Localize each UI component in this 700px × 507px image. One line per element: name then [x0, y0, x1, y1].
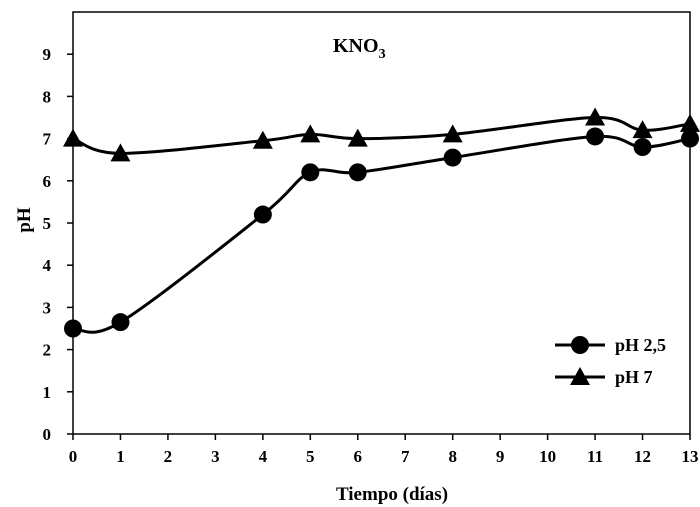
- y-tick-label: 4: [43, 256, 52, 275]
- series-layer: [63, 107, 700, 338]
- y-tick-label: 1: [43, 383, 52, 402]
- data-point-triangle: [347, 128, 368, 147]
- data-point-circle: [633, 138, 652, 157]
- x-tick-label: 3: [211, 447, 220, 466]
- y-tick-label: 3: [43, 298, 52, 317]
- legend-marker: [571, 336, 589, 354]
- data-point-triangle: [680, 113, 700, 132]
- y-tick-label: 8: [43, 87, 52, 106]
- y-axis: 0 1 2 3 4 5 6 7 8 9: [43, 45, 73, 444]
- x-tick-label: 12: [634, 447, 651, 466]
- x-axis-title: Tiempo (días): [336, 484, 448, 505]
- y-tick-label: 5: [43, 214, 52, 233]
- legend: pH 2,5 pH 7: [555, 335, 666, 387]
- data-point-circle: [111, 313, 130, 332]
- x-tick-label: 9: [496, 447, 505, 466]
- data-point-triangle: [252, 130, 273, 149]
- series-line: [72, 134, 691, 334]
- legend-marker: [570, 367, 590, 385]
- data-point-circle: [443, 148, 462, 167]
- x-tick-label: 2: [164, 447, 173, 466]
- data-point-triangle: [442, 124, 463, 143]
- chart-title: KNO3: [333, 35, 386, 62]
- y-axis-title: pH: [14, 207, 35, 233]
- x-tick-label: 6: [354, 447, 363, 466]
- data-point-triangle: [632, 120, 653, 139]
- data-point-circle: [586, 127, 605, 146]
- x-tick-label: 11: [587, 447, 603, 466]
- x-tick-label: 1: [116, 447, 125, 466]
- data-point-circle: [681, 129, 699, 148]
- data-point-circle: [253, 205, 272, 224]
- x-tick-label: 7: [401, 447, 410, 466]
- y-tick-label: 2: [43, 341, 52, 360]
- legend-entry: pH 2,5: [555, 335, 666, 355]
- data-point-circle: [348, 163, 367, 182]
- data-point-circle: [301, 163, 320, 182]
- x-tick-label: 4: [259, 447, 268, 466]
- y-tick-label: 6: [43, 172, 52, 191]
- y-tick-label: 7: [43, 130, 52, 149]
- x-axis: 0 1 2 3 4 5 6 7 8 9 10 11 12 13: [69, 434, 699, 466]
- y-tick-label: 9: [43, 45, 52, 64]
- x-tick-label: 0: [69, 447, 78, 466]
- legend-label: pH 2,5: [615, 335, 666, 355]
- data-point-triangle: [110, 143, 131, 162]
- x-tick-label: 8: [448, 447, 457, 466]
- plot-area-border: [72, 11, 691, 435]
- legend-entry: pH 7: [555, 367, 653, 387]
- data-point-triangle: [585, 107, 606, 126]
- data-point-triangle: [300, 124, 321, 143]
- chart-title-main: KNO: [333, 35, 379, 57]
- plot-frame: [72, 11, 691, 435]
- x-tick-label: 10: [539, 447, 556, 466]
- data-point-circle: [64, 319, 82, 338]
- x-tick-label: 5: [306, 447, 315, 466]
- legend-label: pH 7: [615, 367, 653, 387]
- data-point-triangle: [63, 128, 83, 147]
- series-circle: [64, 127, 699, 338]
- chart-title-subscript: 3: [379, 47, 386, 62]
- series-triangle: [63, 107, 700, 162]
- x-tick-label: 13: [682, 447, 699, 466]
- y-tick-label: 0: [43, 425, 52, 444]
